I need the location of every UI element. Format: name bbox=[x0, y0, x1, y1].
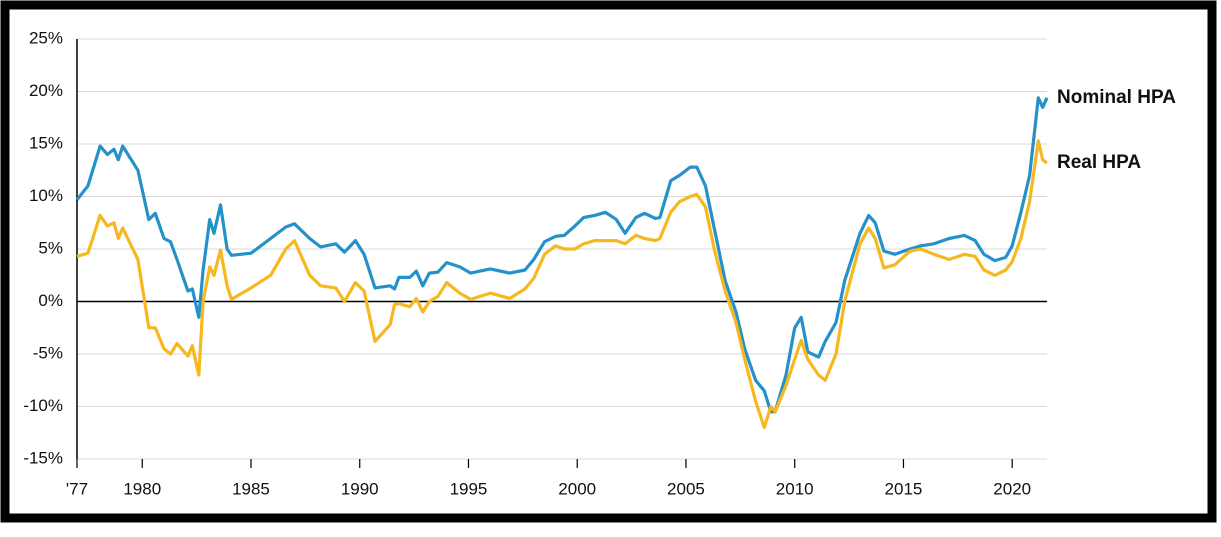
x-tick-label: 2000 bbox=[558, 479, 596, 498]
x-tick-label: 2005 bbox=[667, 479, 705, 498]
x-tick-label: 2020 bbox=[993, 479, 1031, 498]
x-tick-label: 2010 bbox=[776, 479, 814, 498]
line bbox=[76, 139, 1048, 430]
x-tick-label: 1990 bbox=[341, 479, 379, 498]
y-tick-label: 20% bbox=[29, 81, 63, 100]
x-tick-label: 1985 bbox=[232, 479, 270, 498]
x-tick-label: 2015 bbox=[885, 479, 923, 498]
x-tick-label: '77 bbox=[66, 479, 88, 498]
y-tick-label: -15% bbox=[23, 448, 63, 467]
y-tick-label: 10% bbox=[29, 186, 63, 205]
series-label: Nominal HPA bbox=[1057, 87, 1176, 108]
x-tick-label: 1980 bbox=[123, 479, 161, 498]
frame bbox=[0, 0, 1217, 523]
x-tick-label: 1995 bbox=[450, 479, 488, 498]
y-tick-label: 25% bbox=[29, 28, 63, 47]
y-tick-label: -5% bbox=[33, 343, 63, 362]
y-tick-label: 5% bbox=[38, 238, 63, 257]
y-tick-label: -10% bbox=[23, 396, 63, 415]
y-tick-label: 0% bbox=[38, 291, 63, 310]
line bbox=[75, 96, 1049, 414]
series-label: Real HPA bbox=[1057, 152, 1141, 173]
y-tick-label: 15% bbox=[29, 133, 63, 152]
